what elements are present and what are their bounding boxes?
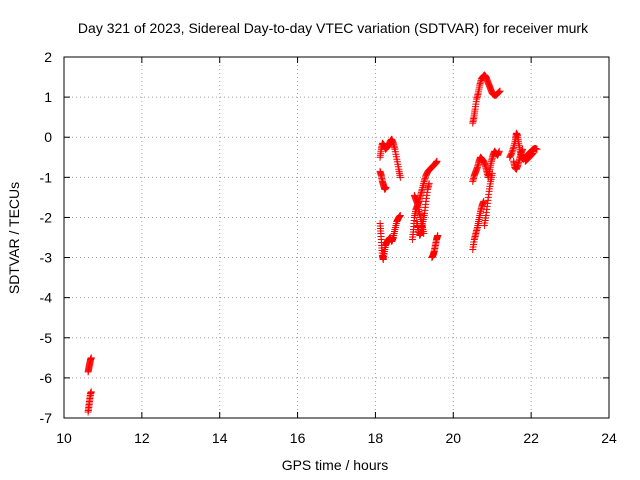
data-point — [396, 211, 404, 219]
y-tick-label: -5 — [40, 330, 53, 346]
x-tick-label: 20 — [445, 430, 461, 446]
y-tick-label: 0 — [44, 129, 52, 145]
data-point — [396, 173, 404, 181]
y-tick-labels: -7 -6 -5 -4 -3 -2 -1 0 1 2 — [40, 49, 53, 426]
x-tick-label: 12 — [134, 430, 150, 446]
y-tick-label: 2 — [44, 49, 52, 65]
y-tick-label: -7 — [40, 410, 53, 426]
y-axis-title: SDTVAR / TECUs — [6, 182, 22, 294]
x-tick-labels: 10 12 14 16 18 20 22 24 — [56, 430, 617, 446]
y-tick-label: -2 — [40, 209, 53, 225]
grid-lines — [64, 57, 609, 418]
data-point — [529, 149, 537, 157]
data-point — [87, 354, 95, 362]
y-tick-label: -3 — [40, 250, 53, 266]
data-point — [433, 157, 441, 165]
x-tick-label: 18 — [368, 430, 384, 446]
x-axis-title: GPS time / hours — [282, 457, 389, 473]
data-points — [84, 71, 541, 416]
data-point — [480, 197, 488, 205]
y-tick-label: -6 — [40, 370, 53, 386]
chart-title: Day 321 of 2023, Sidereal Day-to-day VTE… — [78, 20, 589, 36]
x-tick-label: 24 — [601, 430, 617, 446]
data-point — [495, 147, 503, 155]
data-point — [434, 231, 442, 239]
y-tick-label: -4 — [40, 290, 53, 306]
data-point — [496, 87, 504, 95]
data-point — [519, 145, 527, 153]
x-tick-label: 16 — [290, 430, 306, 446]
data-point — [382, 183, 390, 191]
data-point — [488, 169, 496, 177]
data-point — [425, 179, 433, 187]
y-tick-label: 1 — [44, 89, 52, 105]
data-point — [533, 145, 541, 153]
axis-ticks — [63, 56, 610, 419]
x-tick-label: 10 — [56, 430, 72, 446]
x-tick-label: 22 — [523, 430, 539, 446]
plot-frame — [63, 56, 610, 419]
data-point — [87, 388, 95, 396]
x-tick-label: 14 — [212, 430, 228, 446]
y-tick-label: -1 — [40, 169, 53, 185]
